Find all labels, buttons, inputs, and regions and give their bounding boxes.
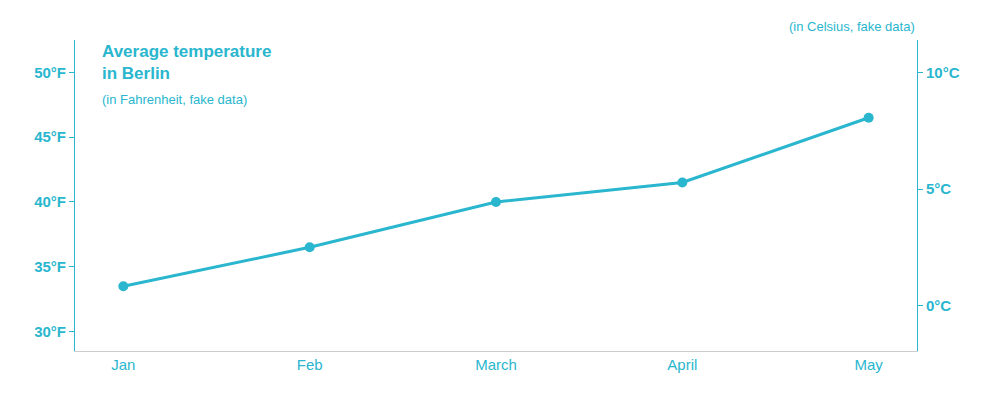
svg-text:45°F: 45°F xyxy=(34,128,66,145)
svg-text:(in Fahrenheit, fake data): (in Fahrenheit, fake data) xyxy=(102,92,247,107)
svg-text:50°F: 50°F xyxy=(34,64,66,81)
svg-text:May: May xyxy=(854,356,883,373)
svg-text:(in Celsius, fake data): (in Celsius, fake data) xyxy=(789,19,915,34)
svg-text:Jan: Jan xyxy=(111,356,135,373)
svg-text:5°C: 5°C xyxy=(926,180,951,197)
svg-text:Feb: Feb xyxy=(297,356,323,373)
svg-text:0°C: 0°C xyxy=(926,297,951,314)
svg-text:35°F: 35°F xyxy=(34,258,66,275)
svg-text:Average temperaturein Berlin: Average temperaturein Berlin xyxy=(102,42,271,83)
svg-text:30°F: 30°F xyxy=(34,323,66,340)
svg-text:March: March xyxy=(475,356,517,373)
svg-text:April: April xyxy=(667,356,697,373)
svg-text:10°C: 10°C xyxy=(926,64,960,81)
svg-text:40°F: 40°F xyxy=(34,193,66,210)
